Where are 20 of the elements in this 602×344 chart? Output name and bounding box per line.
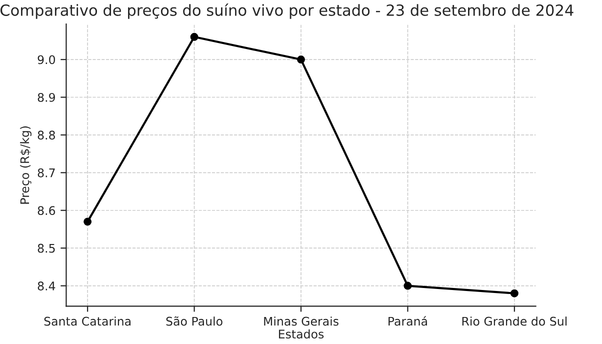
y-tick-label: 8.8 (38, 130, 55, 140)
y-tick-label: 8.9 (38, 92, 55, 102)
chart-title: Comparativo de preços do suíno vivo por estado - 23 de setembro de 2024 (0, 4, 574, 19)
y-tick-label: 8.5 (38, 244, 55, 253)
y-tick-label: 8.4 (38, 282, 56, 290)
x-tick-label: Santa Catarina (44, 316, 130, 326)
y-tick-label: 8.6 (38, 206, 56, 216)
point (404, 282, 412, 290)
y-axis-title: Preço (R$/kg) (20, 126, 32, 204)
x-tick-label: Minas Gerais (264, 316, 338, 326)
x-tick-label: Paraná (388, 316, 427, 326)
y-tick-label: 9.0 (38, 55, 56, 64)
point (190, 32, 198, 41)
point (84, 218, 92, 226)
x-tick-label: Rio Grande do Sul (462, 316, 567, 326)
point (297, 56, 305, 64)
x-tick-label: São Paulo (166, 316, 222, 326)
y-tick-label: 8.7 (38, 168, 55, 178)
point (510, 289, 518, 298)
x-axis-title: Estados (278, 329, 324, 339)
